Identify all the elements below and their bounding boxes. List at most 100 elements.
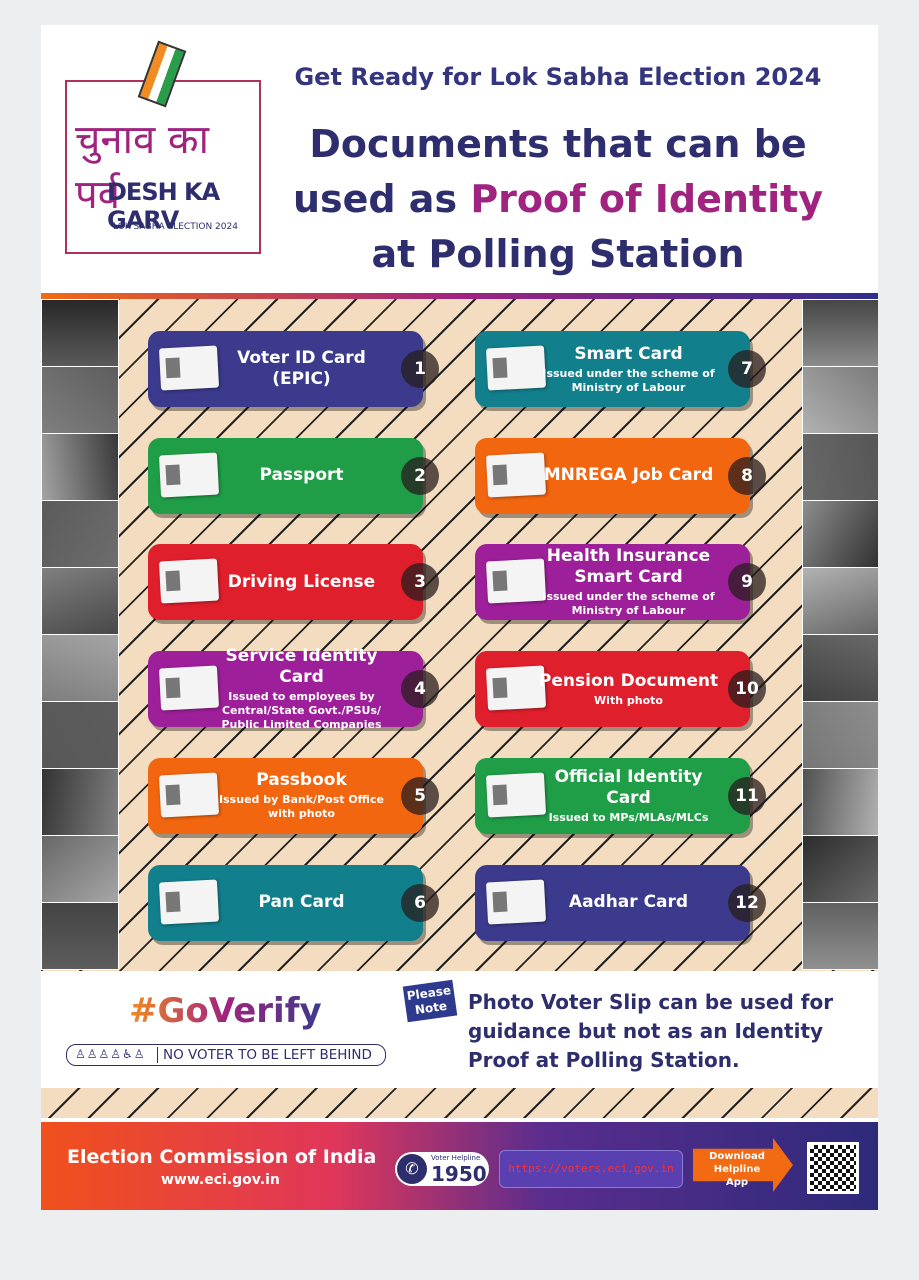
document-note: Issued under the scheme of Ministry of L… [542,366,715,394]
document-number: 2 [401,456,439,495]
document-card: Voter ID Card (EPIC) 1 [148,331,439,407]
document-card: Aadhar Card 12 [475,864,766,941]
document-card: Official Identity Card Issued to MPs/MLAs… [475,757,766,834]
logo-icon [137,40,187,108]
document-number: 10 [728,670,766,709]
document-name: Service Identity Card [225,646,378,688]
photo [802,768,878,836]
slogan-icons: ♙♙♙♙♿♙ [75,1047,146,1061]
photo-strip [41,299,119,971]
document-card: Driving License 3 [148,544,439,621]
photo-strip [802,299,878,971]
document-name: Pan Card [258,892,345,912]
card-text: Passport [210,438,393,514]
document-number: 8 [728,456,766,495]
document-note: Issued under the scheme of Ministry of L… [542,590,715,618]
card-text: Health Insurance Smart Card Issued under … [537,544,720,620]
helpline-badge: ✆ Voter Helpline 1950 [395,1152,489,1186]
photo [41,299,119,367]
card-text: Driving License [210,544,393,620]
document-name: Passbook [256,770,347,791]
document-name: Smart Card [574,343,683,364]
photo [802,299,878,367]
title-line: Documents that can be [309,122,807,166]
document-card: Pension Document With photo 10 [475,651,766,728]
document-name: Voter ID Card (EPIC) [237,348,366,389]
divider [41,293,878,299]
photo [41,835,119,903]
helpline-label: Voter Helpline [431,1154,481,1162]
photo [802,701,878,769]
document-name: Pension Document [538,670,719,691]
document-number: 9 [728,563,766,602]
document-name: Passport [259,465,344,486]
document-name: Aadhar Card [568,892,689,912]
document-note: Issued by Bank/Post Office with photo [219,793,384,821]
document-number: 11 [728,776,766,815]
document-number: 7 [728,350,766,388]
photo [802,902,878,970]
document-number: 12 [728,883,766,922]
title-line: at Polling Station [371,232,745,276]
photo [41,500,119,568]
helpline-number: 1950 [431,1162,487,1186]
stripe-band [41,1088,878,1118]
organization: Election Commission of India [67,1146,377,1168]
document-number: 3 [401,563,439,602]
photo [802,433,878,501]
document-name: Health Insurance Smart Card [546,546,711,588]
card-text: Voter ID Card (EPIC) [210,331,393,407]
document-card: Passport 2 [148,437,439,514]
document-card: Passbook Issued by Bank/Post Office with … [148,757,439,834]
card-text: Aadhar Card [537,865,720,941]
card-text: Official Identity Card Issued to MPs/MLAs… [537,758,720,834]
document-card: Pan Card 6 [148,864,439,941]
document-number: 4 [401,670,439,709]
document-cards: Voter ID Card (EPIC) 1 Passport 2 Driving Li… [41,299,878,971]
phone-icon: ✆ [397,1154,427,1184]
photo [802,567,878,635]
footer: Election Commission of India www.eci.gov… [41,1122,878,1210]
logo: चुनाव का पर्व DESH KA GARV LOK SABHA ELE… [65,40,261,254]
photo [41,701,119,769]
download-text: Download Helpline App [709,1151,765,1188]
card-text: Pension Document With photo [537,651,720,727]
documents-panel: Voter ID Card (EPIC) 1 Passport 2 Driving Li… [41,299,878,971]
document-number: 1 [401,350,439,388]
document-number: 5 [401,776,439,815]
poster: चुनाव का पर्व DESH KA GARV LOK SABHA ELE… [41,25,878,1210]
document-name: Official Identity Card [554,766,703,808]
website: www.eci.gov.in [161,1172,280,1188]
hashtag: #GoVerify [129,991,322,1031]
document-card: MNREGA Job Card 8 [475,437,766,514]
card-text: Smart Card Issued under the scheme of Min… [537,331,720,407]
document-note: Issued to MPs/MLAs/MLCs [548,810,709,824]
title-line: used as Proof of Identity [261,172,855,227]
logo-subtitle: LOK SABHA ELECTION 2024 [113,222,238,232]
card-text: Pan Card [210,865,393,941]
document-card: Health Insurance Smart Card Issued under … [475,544,766,621]
logo-english: DESH KA GARV [107,178,220,234]
photo [802,835,878,903]
photo [41,902,119,970]
note-badge: Please Note [402,979,458,1023]
tagline: Get Ready for Lok Sabha Election 2024 [294,63,822,91]
document-note: With photo [594,693,663,707]
title-highlight: Proof of Identity [470,177,824,221]
url: https://voters.eci.gov.in [499,1150,683,1188]
title-text: used as [292,177,458,221]
slogan-box: ♙♙♙♙♿♙ NO VOTER TO BE LEFT BEHIND [66,1044,386,1066]
photo [41,366,119,434]
document-note: Issued to employees by Central/State Gov… [221,690,382,732]
card-text: MNREGA Job Card [537,438,720,514]
document-number: 6 [401,883,439,922]
card-text: Passbook Issued by Bank/Post Office with … [210,758,393,834]
card-text: Service Identity Card Issued to employees… [210,646,393,731]
note-text: Photo Voter Slip can be used for guidanc… [468,990,834,1072]
document-name: Driving License [227,571,376,592]
photo [41,768,119,836]
slogan: NO VOTER TO BE LEFT BEHIND [157,1047,372,1063]
document-name: MNREGA Job Card [543,465,714,486]
title: Documents that can be used as Proof of I… [261,117,855,282]
